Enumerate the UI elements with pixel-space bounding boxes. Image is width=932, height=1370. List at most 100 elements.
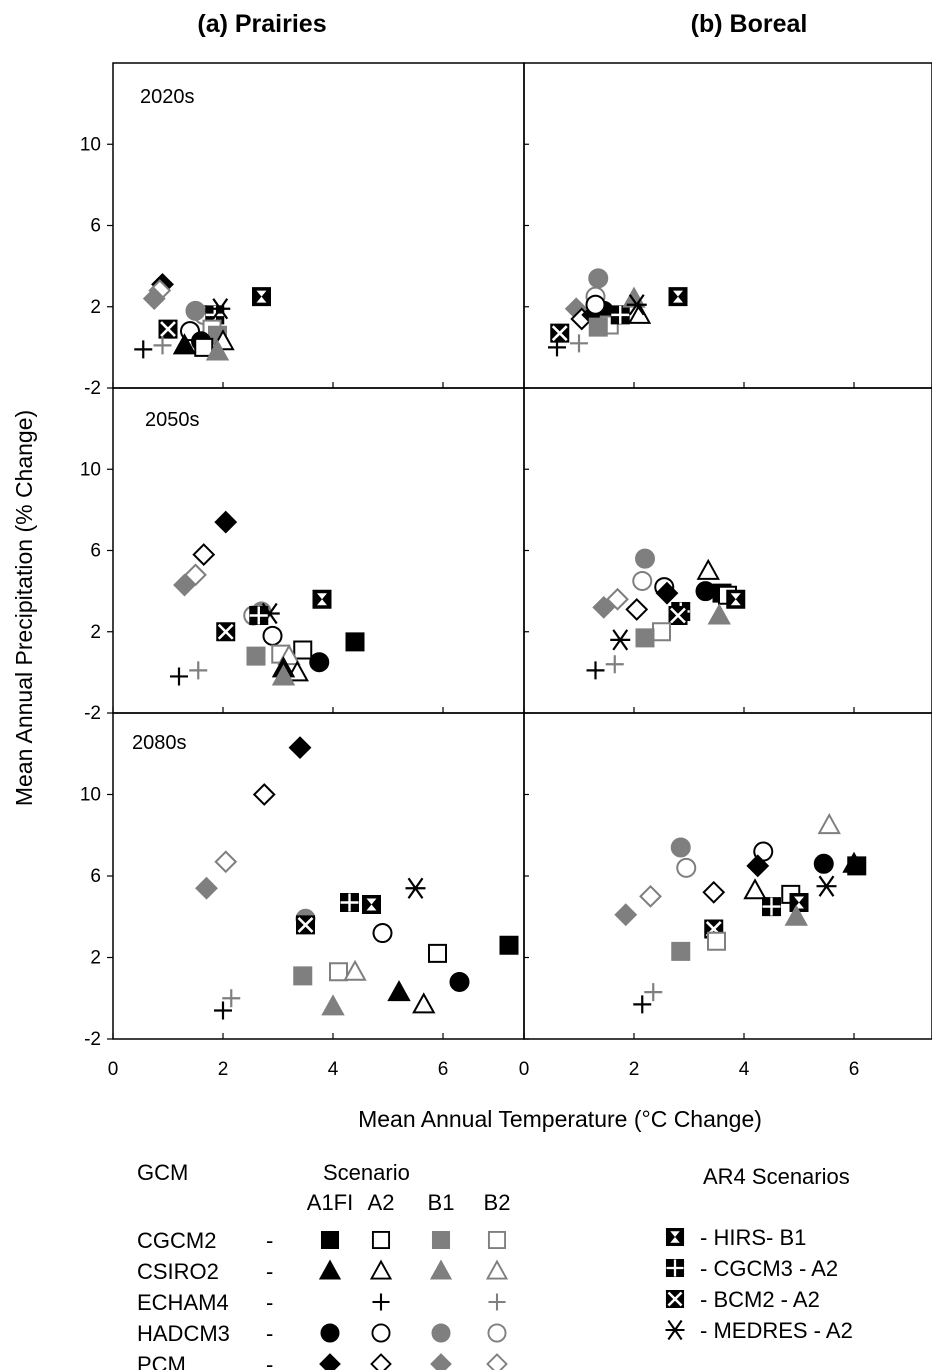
point-cgcm3-a2 bbox=[762, 897, 781, 917]
point-hadcm3-a1fi bbox=[695, 581, 716, 602]
legend-marker bbox=[371, 1230, 391, 1250]
legend-marker bbox=[487, 1323, 507, 1343]
legend-marker bbox=[371, 1323, 391, 1343]
panel-frame bbox=[112, 62, 525, 389]
point-echam4-a2 bbox=[586, 661, 605, 680]
point-csiro2-a2 bbox=[412, 992, 436, 1014]
point-csiro2-b1 bbox=[271, 664, 296, 686]
legend-ar4-header: AR4 Scenarios bbox=[703, 1164, 850, 1189]
legend-gcm-dash: - bbox=[266, 1228, 273, 1253]
y-tick-label: 2 bbox=[90, 297, 101, 318]
point-echam4-b2 bbox=[222, 989, 241, 1008]
legend-scenario-label: A2 bbox=[368, 1190, 395, 1215]
point-cgcm2-b1 bbox=[635, 628, 655, 648]
legend-gcm-name: CGCM2 bbox=[137, 1228, 216, 1253]
point-echam4-a2 bbox=[633, 995, 652, 1014]
x-tick-label: 4 bbox=[328, 1059, 339, 1080]
legend-ar4-marker bbox=[665, 1319, 685, 1341]
point-csiro2-b1 bbox=[321, 994, 345, 1016]
legend-marker bbox=[318, 1259, 342, 1280]
point-hadcm3-a2 bbox=[262, 625, 283, 646]
point-pcm-a2 bbox=[702, 880, 726, 904]
point-hadcm3-a1fi bbox=[813, 853, 834, 874]
point-echam4-a2 bbox=[214, 1001, 232, 1020]
y-tick-label: -2 bbox=[84, 1029, 101, 1050]
legend-gcm-dash: - bbox=[266, 1290, 273, 1315]
point-hadcm3-b1 bbox=[670, 837, 691, 858]
point-pcm-a2 bbox=[625, 597, 649, 621]
legend-gcm-dash: - bbox=[266, 1259, 273, 1284]
legend-gcm-name: HADCM3 bbox=[137, 1321, 230, 1346]
point-medres-a2 bbox=[816, 875, 837, 897]
point-cgcm2-b1 bbox=[588, 317, 608, 337]
point-pcm-b1 bbox=[592, 595, 616, 619]
panel-frame bbox=[523, 712, 932, 1040]
point-cgcm2-b1 bbox=[246, 646, 266, 666]
point-echam4-b2 bbox=[605, 655, 624, 674]
point-hadcm3-a1fi bbox=[449, 971, 470, 992]
period-label-2020s: 2020s bbox=[140, 86, 195, 108]
point-pcm-b1 bbox=[195, 876, 218, 900]
y-tick-label: -2 bbox=[84, 703, 101, 724]
point-bcm2-a2 bbox=[296, 915, 315, 935]
point-echam4-b2 bbox=[189, 661, 208, 680]
panel-prairies-2080s: -2 2 6 10 0 2 4 6 bbox=[80, 712, 525, 1080]
point-csiro2-a1fi bbox=[387, 980, 411, 1002]
legend-ar4-marker bbox=[665, 1258, 685, 1278]
point-csiro2-b2 bbox=[343, 959, 367, 981]
legend-marker bbox=[431, 1230, 451, 1250]
point-hadcm3-a2 bbox=[372, 923, 393, 944]
legend-marker bbox=[320, 1323, 340, 1343]
point-echam4-b2 bbox=[153, 336, 172, 355]
legend-gcm-dash: - bbox=[266, 1352, 273, 1370]
panel-frame bbox=[523, 62, 932, 389]
point-csiro2-a2 bbox=[696, 558, 720, 580]
legend-gcm-name: PCM bbox=[137, 1352, 186, 1370]
point-pcm-a2 bbox=[252, 783, 276, 806]
y-tick-label: -2 bbox=[84, 378, 101, 399]
point-csiro2-a1fi bbox=[172, 333, 197, 355]
point-csiro2-a2 bbox=[743, 878, 767, 900]
y-axis-label: Mean Annual Precipitation (% Change) bbox=[11, 410, 37, 806]
point-cgcm2-a2 bbox=[194, 337, 214, 357]
legend-ar4-label: - HIRS- B1 bbox=[700, 1225, 806, 1250]
y-tick-label: 6 bbox=[90, 216, 101, 237]
panel-title-prairies: (a) Prairies bbox=[197, 10, 326, 38]
scatter-panels: -2 2 6 10 -2 2 6 10 -2 2 6 10 0 2 4 6 0 2 4 6 bbox=[80, 62, 932, 1080]
point-echam4-b2 bbox=[570, 334, 588, 353]
panel-frame bbox=[523, 387, 932, 714]
legend-ar4-label: - BCM2 - A2 bbox=[700, 1287, 820, 1312]
point-cgcm3-a2 bbox=[249, 606, 269, 625]
legend-scenario-header: Scenario bbox=[323, 1160, 410, 1185]
legend-marker bbox=[369, 1259, 393, 1280]
period-label-2050s: 2050s bbox=[145, 409, 200, 431]
x-tick-label: 2 bbox=[218, 1059, 229, 1080]
panel-prairies-2050s: -2 2 6 10 bbox=[80, 387, 525, 724]
y-tick-label: 10 bbox=[80, 785, 101, 806]
point-hadcm3-b2 bbox=[676, 857, 697, 878]
legend-marker bbox=[488, 1293, 506, 1311]
legend-ar4-label: - MEDRES - A2 bbox=[700, 1318, 853, 1343]
point-cgcm2-a2 bbox=[428, 943, 447, 963]
point-cgcm2-b2 bbox=[329, 962, 348, 982]
period-label-2080s: 2080s bbox=[132, 732, 187, 754]
point-pcm-b1 bbox=[142, 287, 166, 311]
point-hirs-b1 bbox=[789, 892, 809, 912]
point-bcm2-a2 bbox=[158, 319, 178, 339]
point-hadcm3-b2 bbox=[632, 570, 653, 591]
point-medres-a2 bbox=[405, 877, 426, 899]
point-bcm2-a2 bbox=[550, 323, 570, 343]
panel-boreal-2080s: 0 2 4 6 bbox=[519, 712, 932, 1080]
point-cgcm3-a2 bbox=[340, 892, 359, 912]
point-pcm-a1fi bbox=[746, 854, 770, 878]
y-tick-label: 6 bbox=[90, 866, 101, 887]
x-tick-label: 4 bbox=[739, 1059, 750, 1080]
point-bcm2-a2 bbox=[216, 622, 236, 642]
point-hirs-b1 bbox=[252, 287, 271, 307]
point-cgcm2-b2 bbox=[707, 931, 726, 951]
point-hadcm3-a1fi bbox=[309, 652, 330, 673]
point-cgcm2-b1 bbox=[293, 966, 313, 986]
legend-marker bbox=[431, 1323, 451, 1343]
x-tick-label: 0 bbox=[519, 1059, 530, 1080]
